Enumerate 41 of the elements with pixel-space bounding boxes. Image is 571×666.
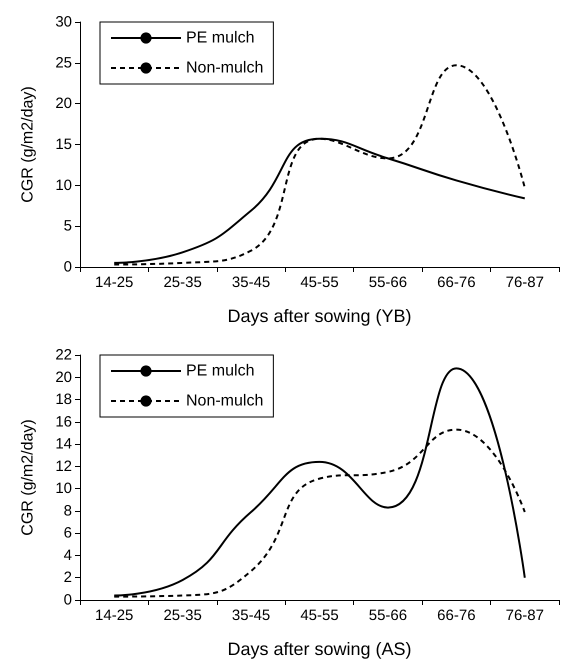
x-axis-title: Days after sowing (YB) [227,306,412,326]
legend-label: Non-mulch [186,392,264,410]
legend-label: PE mulch [186,362,254,380]
y-tick-label: 30 [55,14,72,30]
y-axis-title: CGR (g/m2/day) [20,419,36,536]
x-tick-label: 25-35 [163,274,202,291]
x-tick-label: 35-45 [232,607,270,624]
x-tick-label: 14-25 [95,607,134,624]
y-tick-label: 25 [55,54,72,72]
y-tick-label: 20 [55,95,72,112]
x-tick-label: 55-66 [368,274,408,291]
x-axis-title: Days after sowing (AS) [227,639,412,659]
y-tick-label: 14 [55,436,72,453]
y-tick-label: 15 [55,136,72,153]
x-tick-label: 76-87 [506,607,544,624]
y-tick-label: 12 [55,458,72,475]
x-tick-label: 76-87 [506,274,544,291]
x-tick-label: 45-55 [300,274,339,291]
y-tick-label: 0 [64,258,72,276]
y-tick-label: 8 [64,502,72,520]
y-tick-label: 2 [64,569,72,586]
y-tick-label: 16 [55,413,72,430]
legend-label: Non-mulch [186,60,264,76]
y-tick-label: 5 [64,218,72,235]
y-tick-label: 22 [55,346,72,364]
y-axis-title: CGR (g/m2/day) [20,86,36,203]
x-tick-label: 14-25 [95,274,134,291]
y-tick-label: 4 [64,546,72,564]
y-tick-label: 18 [55,391,72,408]
x-tick-label: 45-55 [300,607,339,624]
y-tick-label: 10 [55,176,72,194]
x-tick-label: 66-76 [437,274,476,291]
x-tick-label: 25-35 [163,607,202,624]
legend-label: PE mulch [186,30,254,46]
x-tick-label: 66-76 [437,607,476,624]
y-tick-label: 10 [55,480,72,498]
x-tick-label: 55-66 [368,607,408,624]
y-tick-label: 20 [55,368,72,386]
y-tick-label: 0 [64,592,72,608]
x-tick-label: 35-45 [232,274,270,291]
y-tick-label: 6 [64,524,72,542]
